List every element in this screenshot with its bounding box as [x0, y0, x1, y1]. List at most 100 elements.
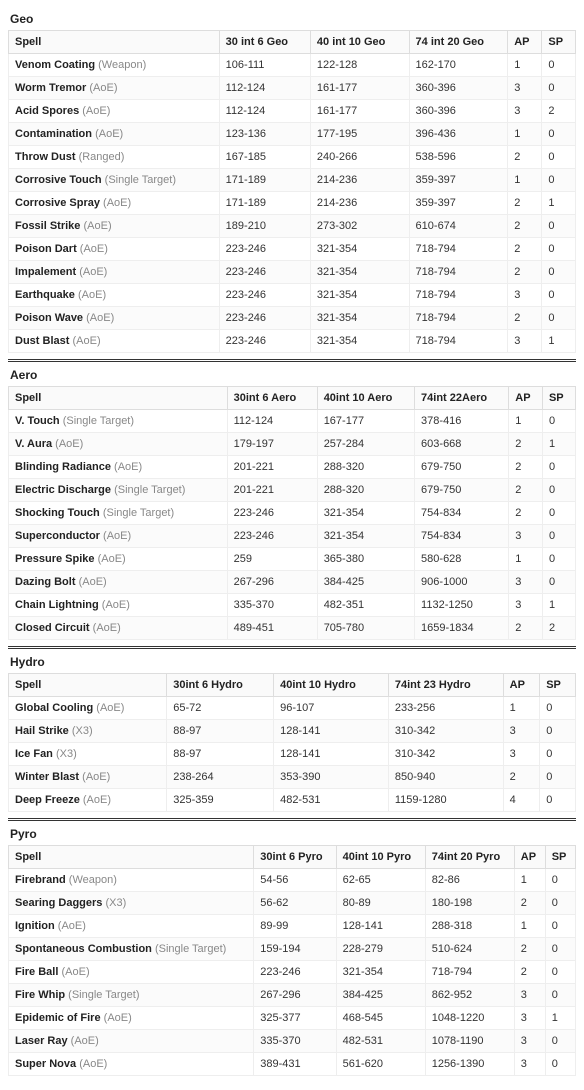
- value-cell: 1: [514, 915, 545, 938]
- spell-name: Electric Discharge: [15, 484, 111, 496]
- value-cell: 162-170: [409, 54, 508, 77]
- value-cell: 1048-1220: [425, 1007, 514, 1030]
- spell-type: AoE: [61, 920, 82, 932]
- value-cell: 0: [545, 1030, 575, 1053]
- value-cell: 0: [542, 238, 576, 261]
- value-cell: 1: [508, 123, 542, 146]
- value-cell: 267-296: [227, 571, 317, 594]
- value-cell: 62-65: [336, 869, 425, 892]
- value-cell: 223-246: [227, 502, 317, 525]
- spell-name: Laser Ray: [15, 1035, 68, 1047]
- spell-name: Ignition: [15, 920, 55, 932]
- value-cell: 112-124: [219, 77, 310, 100]
- value-cell: 0: [542, 261, 576, 284]
- spell-cell: Blinding Radiance (AoE): [9, 456, 228, 479]
- table-row: Venom Coating (Weapon)106-111122-128162-…: [9, 54, 576, 77]
- value-cell: 603-668: [415, 433, 509, 456]
- spell-cell: Pressure Spike (AoE): [9, 548, 228, 571]
- value-cell: 267-296: [254, 984, 336, 1007]
- value-cell: 321-354: [310, 307, 409, 330]
- spell-name: Shocking Touch: [15, 507, 100, 519]
- column-header: AP: [503, 674, 540, 697]
- value-cell: 223-246: [219, 238, 310, 261]
- spell-cell: Contamination (AoE): [9, 123, 220, 146]
- spell-cell: Venom Coating (Weapon): [9, 54, 220, 77]
- spell-cell: Superconductor (AoE): [9, 525, 228, 548]
- table-row: Global Cooling (AoE)65-7296-107233-25610: [9, 697, 576, 720]
- value-cell: 754-834: [415, 502, 509, 525]
- spell-type-wrap: (Ranged): [79, 151, 125, 163]
- section: HydroSpell30int 6 Hydro40int 10 Hydro74i…: [8, 651, 576, 812]
- value-cell: 65-72: [167, 697, 274, 720]
- value-cell: 0: [545, 915, 575, 938]
- spell-type-wrap: (AoE): [86, 312, 114, 324]
- spell-name: Epidemic of Fire: [15, 1012, 101, 1024]
- value-cell: 223-246: [219, 330, 310, 353]
- spell-cell: Shocking Touch (Single Target): [9, 502, 228, 525]
- value-cell: 2: [508, 146, 542, 169]
- spell-name: Earthquake: [15, 289, 75, 301]
- spell-name: Fossil Strike: [15, 220, 80, 232]
- value-cell: 288-320: [317, 479, 414, 502]
- value-cell: 0: [542, 123, 576, 146]
- spell-name: Deep Freeze: [15, 794, 80, 806]
- column-header: SP: [542, 387, 575, 410]
- value-cell: 2: [509, 456, 543, 479]
- table-row: Hail Strike (X3)88-97128-141310-34230: [9, 720, 576, 743]
- value-cell: 1256-1390: [425, 1053, 514, 1076]
- value-cell: 0: [545, 892, 575, 915]
- value-cell: 2: [542, 617, 575, 640]
- spell-type-wrap: (AoE): [72, 335, 100, 347]
- spell-name: Winter Blast: [15, 771, 79, 783]
- spell-type: AoE: [87, 794, 108, 806]
- value-cell: 123-136: [219, 123, 310, 146]
- value-cell: 321-354: [317, 502, 414, 525]
- spell-name: Spontaneous Combustion: [15, 943, 152, 955]
- spell-type: AoE: [82, 289, 103, 301]
- value-cell: 0: [545, 1053, 575, 1076]
- spell-name: Chain Lightning: [15, 599, 99, 611]
- value-cell: 0: [540, 766, 576, 789]
- column-header: 74int 20 Pyro: [425, 846, 514, 869]
- spell-table: Spell30 int 6 Geo40 int 10 Geo74 int 20 …: [8, 30, 576, 353]
- spell-cell: Super Nova (AoE): [9, 1053, 254, 1076]
- spell-cell: Hail Strike (X3): [9, 720, 167, 743]
- value-cell: 2: [514, 938, 545, 961]
- value-cell: 180-198: [425, 892, 514, 915]
- value-cell: 0: [542, 479, 575, 502]
- value-cell: 679-750: [415, 479, 509, 502]
- value-cell: 0: [542, 215, 576, 238]
- spell-type-wrap: (AoE): [79, 266, 107, 278]
- value-cell: 1: [509, 548, 543, 571]
- value-cell: 1: [508, 54, 542, 77]
- spell-type: AoE: [86, 771, 107, 783]
- value-cell: 88-97: [167, 743, 274, 766]
- spell-type: X3: [76, 725, 89, 737]
- spell-cell: Closed Circuit (AoE): [9, 617, 228, 640]
- value-cell: 718-794: [409, 330, 508, 353]
- value-cell: 88-97: [167, 720, 274, 743]
- column-header: 74 int 20 Geo: [409, 31, 508, 54]
- spell-cell: Deep Freeze (AoE): [9, 789, 167, 812]
- column-header: AP: [509, 387, 543, 410]
- column-header: AP: [514, 846, 545, 869]
- value-cell: 3: [509, 594, 543, 617]
- spell-table: Spell30int 6 Hydro40int 10 Hydro74int 23…: [8, 673, 576, 812]
- section-divider: [8, 818, 576, 821]
- spell-tables-root: GeoSpell30 int 6 Geo40 int 10 Geo74 int …: [8, 8, 576, 1076]
- spell-type-wrap: (AoE): [95, 128, 123, 140]
- value-cell: 171-189: [219, 169, 310, 192]
- spell-type: AoE: [65, 966, 86, 978]
- spell-type: AoE: [74, 1035, 95, 1047]
- value-cell: 906-1000: [415, 571, 509, 594]
- spell-type: AoE: [100, 702, 121, 714]
- column-header: 30int 6 Aero: [227, 387, 317, 410]
- value-cell: 0: [545, 938, 575, 961]
- section: AeroSpell30int 6 Aero40int 10 Aero74int …: [8, 364, 576, 640]
- column-header: SP: [545, 846, 575, 869]
- value-cell: 0: [542, 502, 575, 525]
- spell-type-wrap: (AoE): [82, 105, 110, 117]
- spell-name: Throw Dust: [15, 151, 76, 163]
- spell-cell: Firebrand (Weapon): [9, 869, 254, 892]
- spell-cell: Corrosive Spray (AoE): [9, 192, 220, 215]
